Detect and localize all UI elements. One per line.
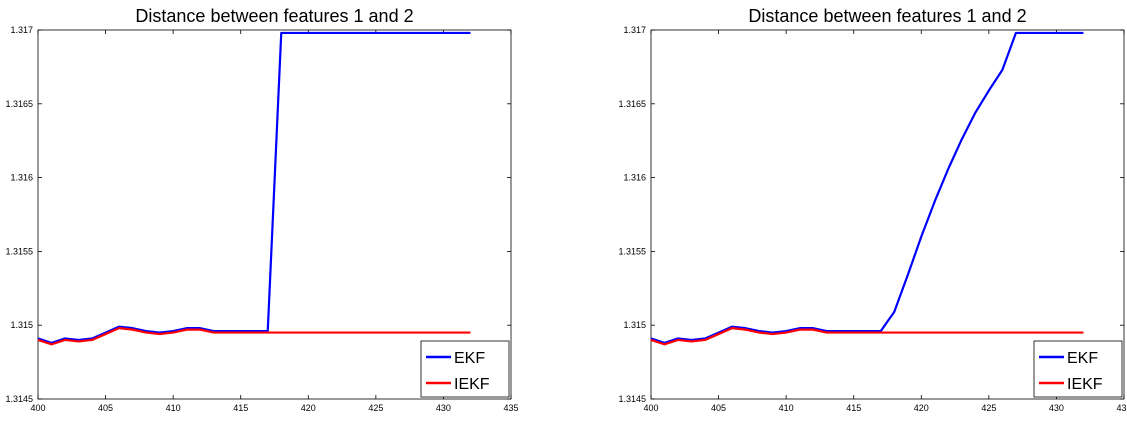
y-tick-label: 1.3155 bbox=[618, 246, 646, 256]
y-tick-label: 1.3165 bbox=[618, 99, 646, 109]
chart-title: Distance between features 1 and 2 bbox=[748, 6, 1026, 26]
x-tick-label: 410 bbox=[779, 403, 794, 413]
legend-label-ekf: EKF bbox=[454, 350, 485, 367]
y-tick-label: 1.317 bbox=[623, 25, 646, 35]
legend-label-iekf: IEKF bbox=[454, 376, 490, 393]
series-line-ekf bbox=[650, 31, 1084, 345]
legend-box bbox=[1033, 340, 1123, 398]
chart-panel-1: Distance between features 1 and 2 400 405 4… bbox=[5, 6, 518, 413]
legend-box bbox=[420, 340, 510, 398]
x-tick-label: 410 bbox=[166, 403, 181, 413]
x-tick-label: 420 bbox=[301, 403, 316, 413]
x-tick-label: 435 bbox=[503, 403, 518, 413]
x-tick-label: 430 bbox=[436, 403, 451, 413]
chart-title: Distance between features 1 and 2 bbox=[135, 6, 413, 26]
x-tick-label: 420 bbox=[914, 403, 929, 413]
y-tick-label: 1.317 bbox=[10, 25, 33, 35]
y-tick-label: 1.316 bbox=[623, 173, 646, 183]
series-line-ekf bbox=[37, 31, 471, 345]
x-tick-label: 415 bbox=[233, 403, 248, 413]
y-tick-label: 1.316 bbox=[10, 173, 33, 183]
x-tick-label: 430 bbox=[1049, 403, 1064, 413]
x-tick-label: 400 bbox=[643, 403, 658, 413]
x-tick-label: 405 bbox=[98, 403, 113, 413]
series-line-iekf bbox=[37, 327, 471, 346]
x-tick-label: 415 bbox=[846, 403, 861, 413]
y-tick-label: 1.3155 bbox=[5, 246, 33, 256]
plot-area bbox=[37, 29, 512, 400]
x-tick-label: 425 bbox=[981, 403, 996, 413]
legend-label-iekf: IEKF bbox=[1067, 376, 1103, 393]
x-tick-label: 435 bbox=[1116, 403, 1127, 413]
legend: EKF IEKF bbox=[1033, 340, 1123, 398]
x-tick-label: 405 bbox=[711, 403, 726, 413]
plot-area bbox=[650, 29, 1125, 400]
y-tick-label: 1.3145 bbox=[618, 394, 646, 404]
y-tick-label: 1.315 bbox=[10, 320, 33, 330]
legend: EKF IEKF bbox=[420, 340, 510, 398]
x-tick-label: 425 bbox=[368, 403, 383, 413]
y-tick-label: 1.315 bbox=[623, 320, 646, 330]
chart-panel-2: Distance between features 1 and 2 400 405 4… bbox=[618, 6, 1127, 413]
y-tick-label: 1.3165 bbox=[5, 99, 33, 109]
series-line-iekf bbox=[650, 327, 1084, 346]
x-tick-label: 400 bbox=[30, 403, 45, 413]
y-tick-label: 1.3145 bbox=[5, 394, 33, 404]
legend-label-ekf: EKF bbox=[1067, 350, 1098, 367]
